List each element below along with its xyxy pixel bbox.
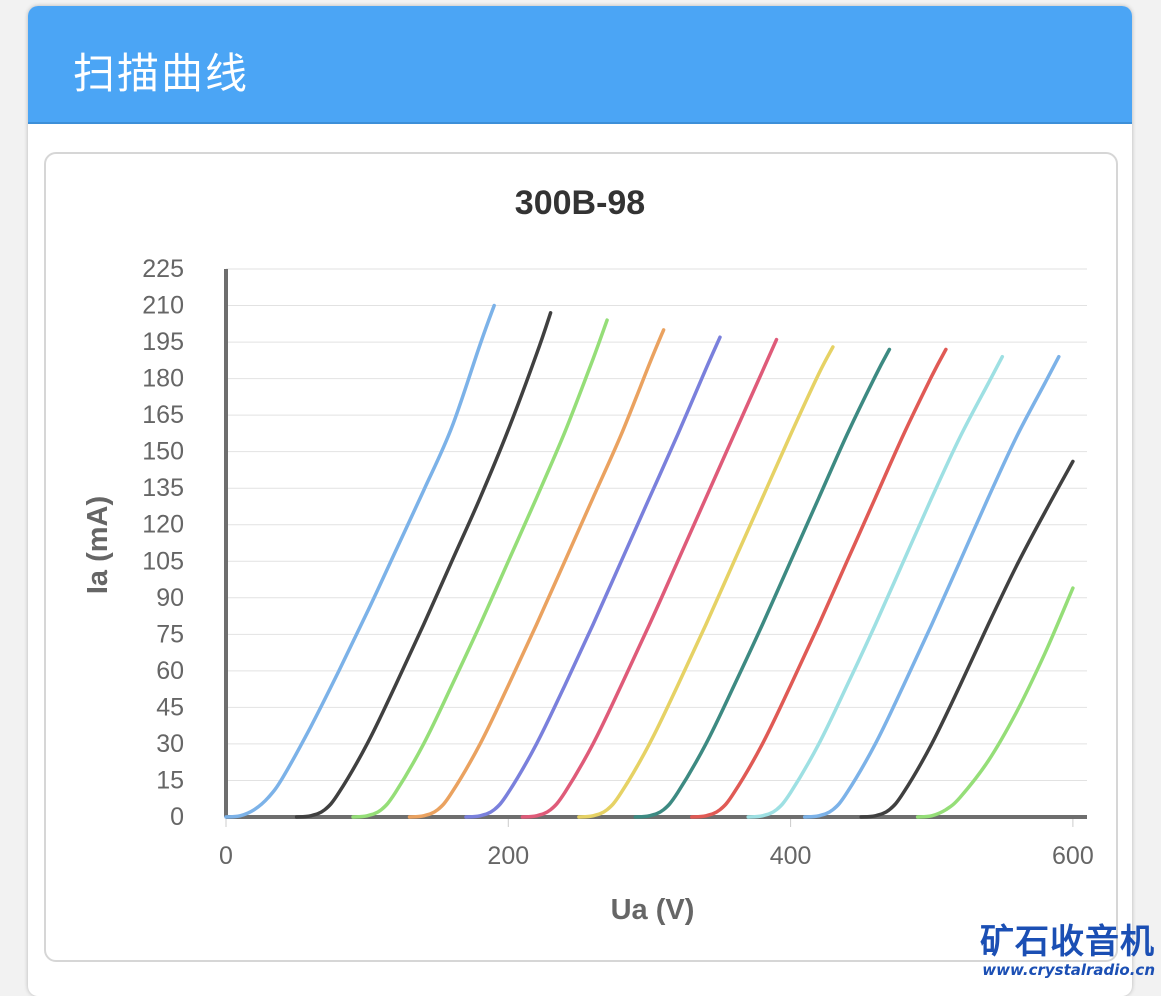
series-line-4 [407, 328, 666, 819]
y-axis-label: Ia (mA) [82, 496, 114, 594]
series-line-3 [351, 318, 609, 819]
y-tick-label: 210 [142, 292, 184, 320]
x-tick-label: 0 [219, 842, 233, 870]
series-line-1 [224, 303, 496, 819]
x-tick-label: 400 [770, 842, 812, 870]
y-tick-label: 120 [142, 511, 184, 539]
scan-curve-panel: 扫描曲线 300B-98 0 15 30 45 60 75 90 105 120 135 150 165… [28, 6, 1132, 996]
y-tick-label: 225 [142, 255, 184, 283]
y-tick-label: 45 [156, 693, 184, 721]
y-tick-label: 180 [142, 365, 184, 393]
watermark-url: www.crystalradio.cn [982, 961, 1155, 979]
series-line-5 [464, 335, 722, 819]
watermark-name: 矿石收音机 [980, 922, 1155, 962]
y-tick-label: 60 [156, 657, 184, 685]
series-line-8 [633, 347, 892, 819]
series-line-2 [294, 311, 553, 819]
x-tick-label: 600 [1052, 842, 1094, 870]
series-line-6 [520, 337, 779, 819]
series-line-10 [746, 354, 1005, 819]
y-tick-label: 135 [142, 474, 184, 502]
y-tick-label: 0 [170, 803, 184, 831]
chart: 300B-98 0 15 30 45 60 75 90 105 120 135 150 165 180 19… [82, 184, 1094, 926]
y-tick-label: 150 [142, 438, 184, 466]
x-axis-label: Ua (V) [611, 894, 695, 926]
y-tick-label: 30 [156, 730, 184, 758]
y-tick-label: 105 [142, 547, 184, 575]
panel-title: 扫描曲线 [73, 49, 250, 98]
series-line-11 [802, 354, 1061, 819]
series-line-13 [915, 586, 1075, 819]
y-tick-label: 90 [156, 584, 184, 612]
y-tick-label: 75 [156, 620, 184, 648]
series-line-9 [690, 347, 948, 819]
y-tick-label: 15 [156, 766, 184, 794]
y-tick-label: 165 [142, 401, 184, 429]
chart-card: 300B-98 0 15 30 45 60 75 90 105 120 135 150 165 180 19… [44, 152, 1118, 962]
y-tick-label: 195 [142, 328, 184, 356]
x-tick-label: 200 [487, 842, 529, 870]
chart-title: 300B-98 [515, 184, 645, 222]
watermark: 矿石收音机 www.crystalradio.cn [980, 914, 1155, 979]
series-line-12 [859, 459, 1075, 819]
panel-header: 扫描曲线 [28, 6, 1132, 124]
series-line-7 [577, 345, 835, 819]
